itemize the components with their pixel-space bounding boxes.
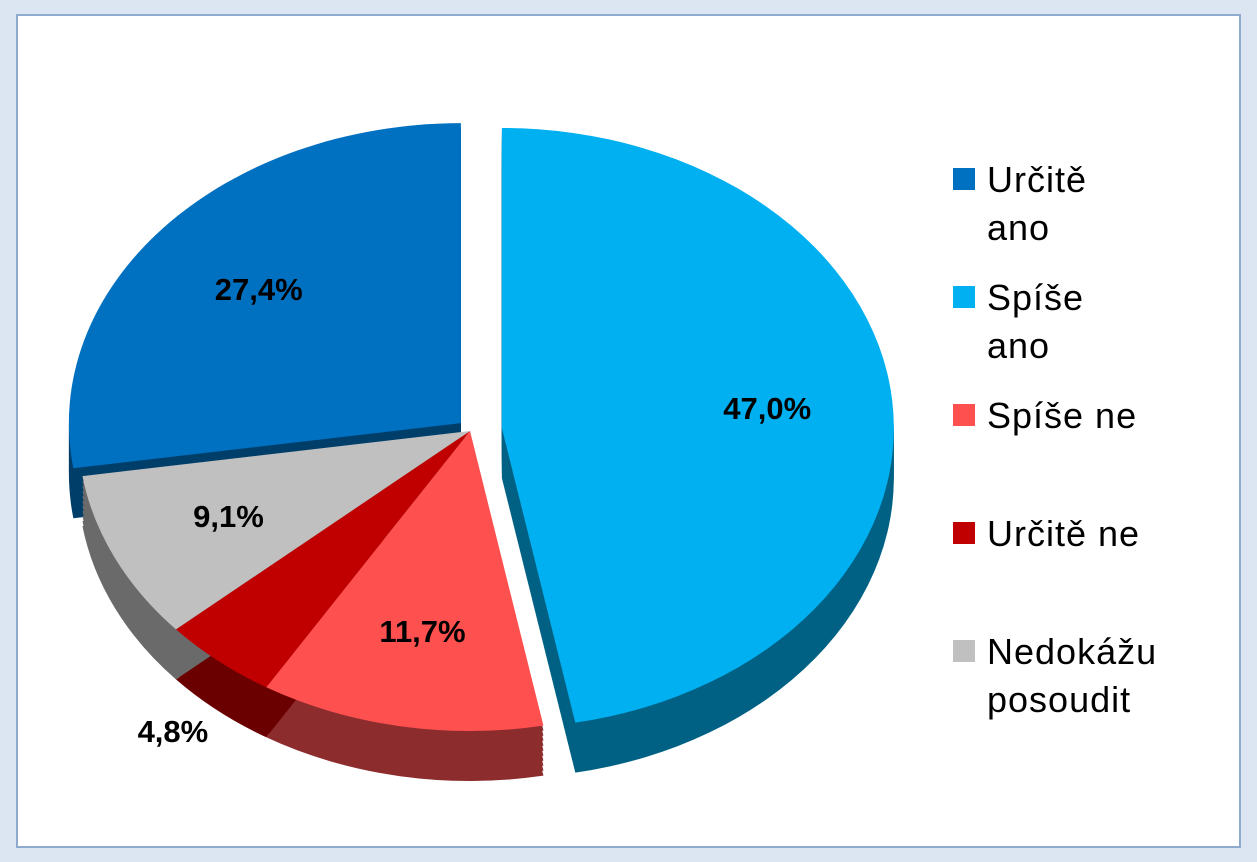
data-label: 4,8%	[137, 714, 209, 750]
data-label: 47,0%	[723, 390, 812, 426]
legend: Určitě ano Spíše ano Spíše ne Určitě ne Nedo…	[953, 156, 1213, 746]
data-label: 27,4%	[214, 272, 303, 308]
data-label: 9,1%	[193, 499, 264, 535]
pie	[68, 123, 894, 781]
plot-panel: Určitě ano Spíše ano Spíše ne Určitě ne Nedo…	[16, 14, 1241, 848]
slice	[82, 431, 470, 630]
slice	[68, 123, 461, 469]
legend-swatch	[953, 522, 975, 544]
legend-item: Nedokážu posoudit	[953, 628, 1213, 746]
slice	[266, 431, 544, 731]
legend-item: Určitě ne	[953, 510, 1213, 628]
legend-item: Spíše ne	[953, 392, 1213, 510]
legend-swatch	[953, 286, 975, 308]
legend-swatch	[953, 404, 975, 426]
data-label: 11,7%	[379, 613, 466, 649]
legend-item: Určitě ano	[953, 156, 1213, 274]
legend-label: Spíše ano	[987, 277, 1085, 366]
legend-swatch	[953, 640, 975, 662]
legend-label: Spíše ne	[987, 395, 1138, 436]
legend-label: Určitě ano	[987, 159, 1088, 248]
legend-item: Spíše ano	[953, 274, 1213, 392]
legend-swatch	[953, 168, 975, 190]
legend-label: Nedokážu posoudit	[987, 631, 1158, 720]
slice	[175, 431, 470, 688]
legend-label: Určitě ne	[987, 513, 1141, 554]
slice	[501, 127, 894, 723]
